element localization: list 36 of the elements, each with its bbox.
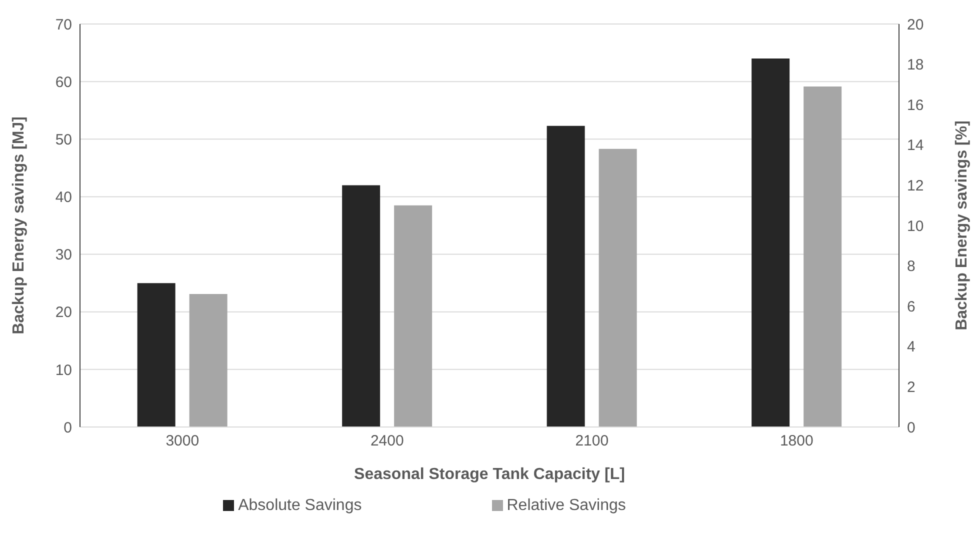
bar	[137, 283, 176, 427]
x-tick-label: 3000	[166, 432, 200, 450]
y2-tick-label: 18	[907, 56, 924, 74]
y-tick-label: 70	[55, 16, 72, 34]
x-axis-title: Seasonal Storage Tank Capacity [L]	[354, 466, 625, 483]
y2-tick-label: 20	[907, 16, 924, 34]
x-tick-label: 2400	[370, 432, 404, 450]
y-tick-label: 60	[55, 74, 72, 91]
bar	[598, 148, 637, 427]
y-axis-title: Backup Energy savings [MJ]	[10, 116, 28, 334]
y-tick-label: 30	[55, 246, 72, 264]
y2-tick-label: 16	[907, 96, 924, 114]
y2-tick-label: 4	[907, 338, 916, 356]
y-tick-label: 50	[55, 131, 72, 148]
y2-tick-label: 6	[907, 298, 916, 316]
y-tick-label: 40	[55, 189, 72, 206]
y-tick-label: 20	[55, 304, 72, 322]
y2-axis-title: Backup Energy savings [%]	[954, 120, 971, 330]
bar	[804, 86, 842, 427]
bar	[394, 205, 432, 427]
bar	[189, 294, 228, 427]
y-tick-label: 10	[55, 362, 72, 379]
x-tick-label: 1800	[780, 432, 814, 450]
bar	[752, 58, 790, 427]
y-tick-label: 0	[64, 419, 72, 436]
bar	[546, 126, 585, 427]
y2-tick-label: 2	[907, 379, 916, 396]
bar	[342, 185, 380, 427]
y2-tick-label: 12	[907, 178, 924, 195]
legend-label: Relative Savings	[506, 497, 626, 514]
y2-tick-label: 8	[907, 258, 916, 276]
y2-tick-label: 14	[907, 137, 924, 154]
x-tick-label: 2100	[575, 432, 609, 450]
legend-label: Absolute Savings	[238, 497, 362, 514]
y2-tick-label: 0	[907, 419, 916, 436]
y2-tick-label: 10	[907, 218, 924, 235]
